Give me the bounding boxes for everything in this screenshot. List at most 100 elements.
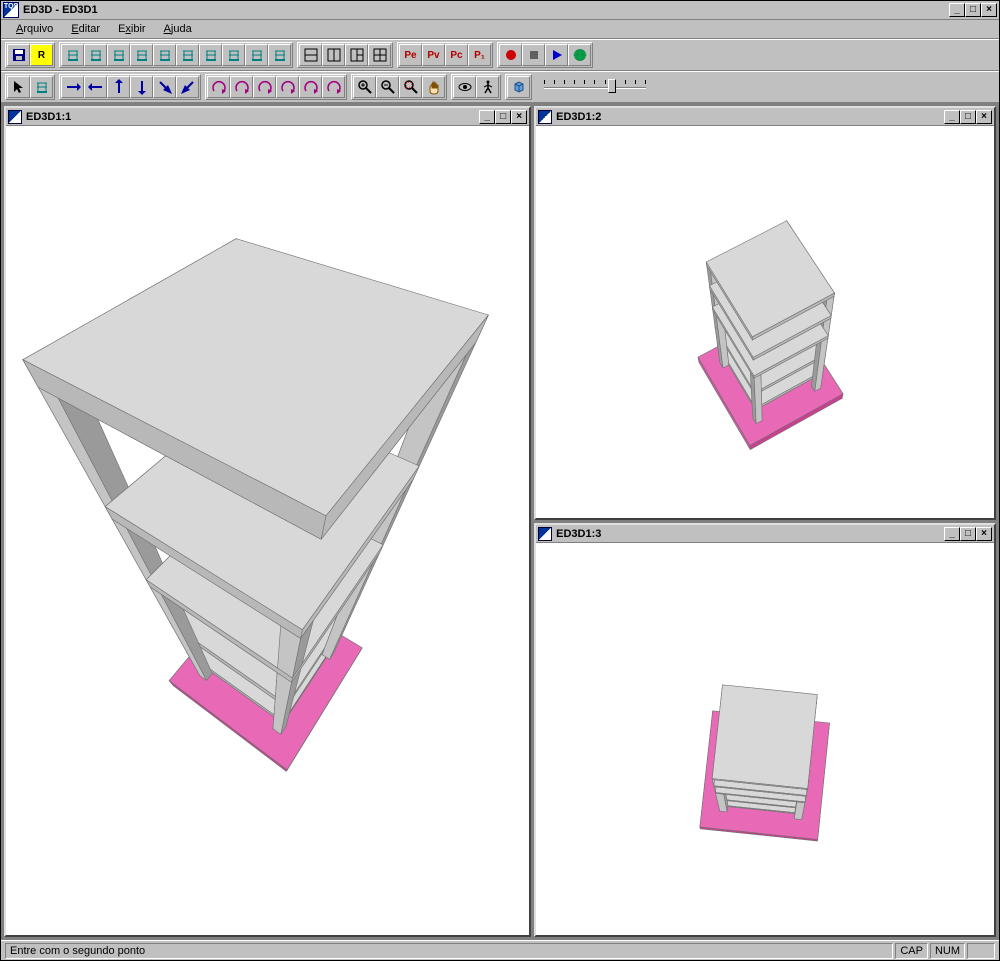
child-title-text: ED3D1:3 bbox=[556, 528, 940, 540]
zoom-in-icon[interactable] bbox=[353, 76, 376, 98]
view-9-icon[interactable] bbox=[245, 44, 268, 66]
globe-icon[interactable] bbox=[568, 44, 591, 66]
r-mode-icon[interactable]: R bbox=[30, 44, 53, 66]
menu-ajuda[interactable]: Ajuda bbox=[155, 21, 201, 37]
toolbar-group-rot bbox=[205, 74, 347, 100]
child-title-bar: ED3D1:3 _ □ × bbox=[536, 525, 994, 543]
toolbar-group-record bbox=[497, 42, 593, 68]
eye-icon[interactable] bbox=[453, 76, 476, 98]
toolbars: R PePvPcP₁ bbox=[1, 39, 999, 103]
rot-5-icon[interactable] bbox=[299, 76, 322, 98]
toolbar-group-render bbox=[505, 74, 532, 100]
child-title-text: ED3D1:1 bbox=[26, 111, 475, 123]
struct-sel-icon[interactable] bbox=[30, 76, 53, 98]
child-window-3: ED3D1:3 _ □ × bbox=[534, 523, 996, 937]
viewport-2[interactable] bbox=[536, 126, 994, 518]
status-num: NUM bbox=[930, 943, 965, 959]
rot-4-icon[interactable] bbox=[276, 76, 299, 98]
menu-exibir[interactable]: Exibir bbox=[109, 21, 155, 37]
child-maximize-button[interactable]: □ bbox=[495, 110, 511, 124]
toolbar-group-file: R bbox=[5, 42, 55, 68]
stop-icon[interactable] bbox=[522, 44, 545, 66]
close-button[interactable]: × bbox=[981, 3, 997, 17]
child-title-text: ED3D1:2 bbox=[556, 111, 940, 123]
child-close-button[interactable]: × bbox=[511, 110, 527, 124]
arrow-left-icon[interactable] bbox=[84, 76, 107, 98]
child-maximize-button[interactable]: □ bbox=[960, 527, 976, 541]
render-icon[interactable] bbox=[507, 76, 530, 98]
status-cap: CAP bbox=[895, 943, 928, 959]
rot-1-icon[interactable] bbox=[207, 76, 230, 98]
view-4-icon[interactable] bbox=[130, 44, 153, 66]
child-icon bbox=[538, 527, 552, 541]
view-10-icon[interactable] bbox=[268, 44, 291, 66]
zoom-fit-icon[interactable] bbox=[399, 76, 422, 98]
child-window-1: ED3D1:1 _ □ × bbox=[4, 106, 531, 937]
pc-icon[interactable]: Pc bbox=[445, 44, 468, 66]
child-window-2: ED3D1:2 _ □ × bbox=[534, 106, 996, 520]
toolbar-group-arrows bbox=[59, 74, 201, 100]
toolbar-row-2 bbox=[1, 71, 999, 103]
child-maximize-button[interactable]: □ bbox=[960, 110, 976, 124]
view-6-icon[interactable] bbox=[176, 44, 199, 66]
view-5-icon[interactable] bbox=[153, 44, 176, 66]
toolbar-group-walk bbox=[451, 74, 501, 100]
toolbar-group-windows bbox=[297, 42, 393, 68]
rot-3-icon[interactable] bbox=[253, 76, 276, 98]
child-close-button[interactable]: × bbox=[976, 110, 992, 124]
viewport-1[interactable] bbox=[6, 126, 529, 935]
minimize-button[interactable]: _ bbox=[949, 3, 965, 17]
maximize-button[interactable]: □ bbox=[965, 3, 981, 17]
view-1-icon[interactable] bbox=[61, 44, 84, 66]
arrow-diag2-icon[interactable] bbox=[176, 76, 199, 98]
toolbar-row-1: R PePvPcP₁ bbox=[1, 39, 999, 71]
arrow-up-icon[interactable] bbox=[107, 76, 130, 98]
arrow-diag1-icon[interactable] bbox=[153, 76, 176, 98]
status-bar: Entre com o segundo ponto CAP NUM bbox=[1, 940, 999, 960]
zoom-out-icon[interactable] bbox=[376, 76, 399, 98]
rot-2-icon[interactable] bbox=[230, 76, 253, 98]
view-2-icon[interactable] bbox=[84, 44, 107, 66]
record-icon[interactable] bbox=[499, 44, 522, 66]
split-4-icon[interactable] bbox=[368, 44, 391, 66]
mdi-workspace: ED3D1:1 _ □ × ED3D1:2 _ □ × bbox=[1, 103, 999, 940]
menu-editar[interactable]: Editar bbox=[62, 21, 109, 37]
child-title-bar: ED3D1:1 _ □ × bbox=[6, 108, 529, 126]
play-icon[interactable] bbox=[545, 44, 568, 66]
app-icon: TQS bbox=[3, 2, 19, 18]
pan-icon[interactable] bbox=[422, 76, 445, 98]
window-controls: _ □ × bbox=[949, 3, 997, 17]
toolbar-group-views bbox=[59, 42, 293, 68]
pu-icon[interactable]: P₁ bbox=[468, 44, 491, 66]
split-v-icon[interactable] bbox=[322, 44, 345, 66]
view-7-icon[interactable] bbox=[199, 44, 222, 66]
split-3-icon[interactable] bbox=[345, 44, 368, 66]
arrow-right-icon[interactable] bbox=[61, 76, 84, 98]
view-8-icon[interactable] bbox=[222, 44, 245, 66]
child-close-button[interactable]: × bbox=[976, 527, 992, 541]
pv-icon[interactable]: Pv bbox=[422, 44, 445, 66]
rot-6-icon[interactable] bbox=[322, 76, 345, 98]
walk-icon[interactable] bbox=[476, 76, 499, 98]
viewport-3[interactable] bbox=[536, 543, 994, 935]
child-minimize-button[interactable]: _ bbox=[479, 110, 495, 124]
view-3-icon[interactable] bbox=[107, 44, 130, 66]
app-title: ED3D - ED3D1 bbox=[23, 4, 945, 16]
toolbar-group-zoom bbox=[351, 74, 447, 100]
child-minimize-button[interactable]: _ bbox=[944, 110, 960, 124]
child-minimize-button[interactable]: _ bbox=[944, 527, 960, 541]
save-icon[interactable] bbox=[7, 44, 30, 66]
child-icon bbox=[538, 110, 552, 124]
pointer-icon[interactable] bbox=[7, 76, 30, 98]
menu-bar: ArquivoEditarExibirAjuda bbox=[1, 20, 999, 39]
pe-icon[interactable]: Pe bbox=[399, 44, 422, 66]
status-extra bbox=[967, 943, 995, 959]
child-title-bar: ED3D1:2 _ □ × bbox=[536, 108, 994, 126]
speed-slider[interactable] bbox=[540, 76, 650, 98]
split-h-icon[interactable] bbox=[299, 44, 322, 66]
status-message: Entre com o segundo ponto bbox=[5, 943, 893, 959]
toolbar-group-persp: PePvPcP₁ bbox=[397, 42, 493, 68]
arrow-down-icon[interactable] bbox=[130, 76, 153, 98]
menu-arquivo[interactable]: Arquivo bbox=[7, 21, 62, 37]
child-icon bbox=[8, 110, 22, 124]
